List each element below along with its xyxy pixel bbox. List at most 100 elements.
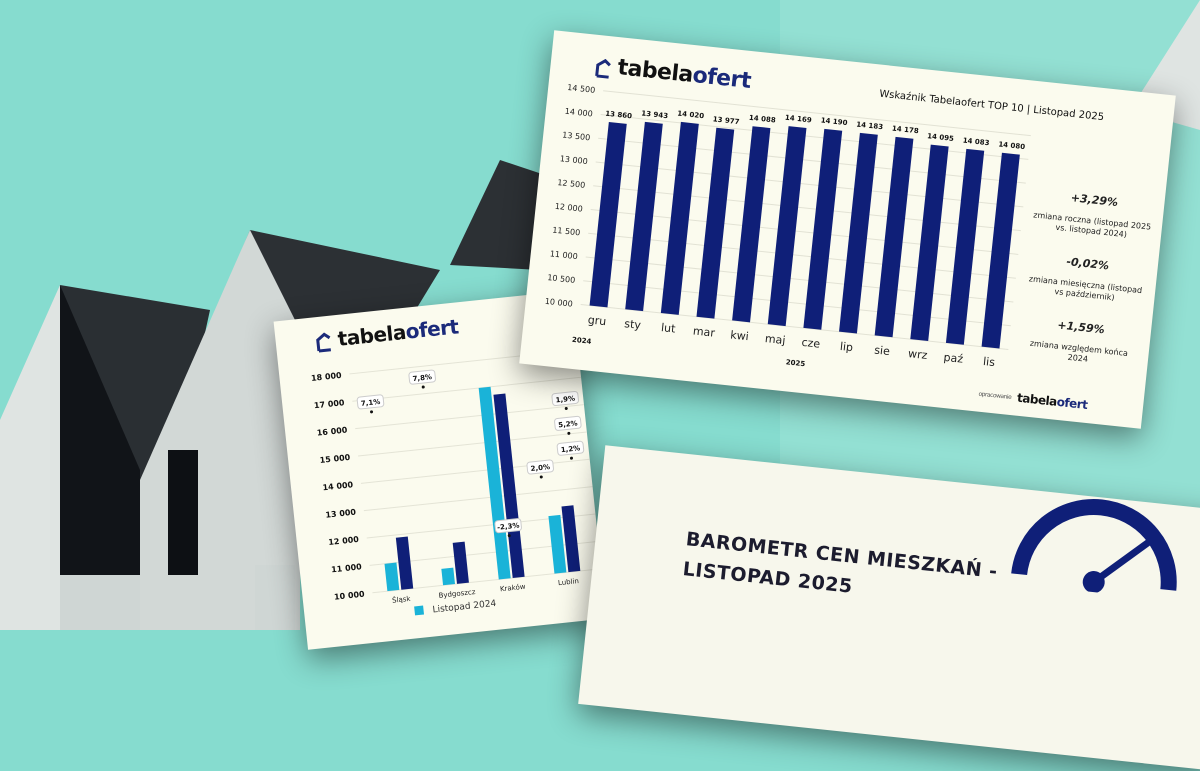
change-label: 1,9% bbox=[555, 395, 575, 405]
gridline bbox=[600, 113, 1029, 160]
bar bbox=[874, 136, 914, 338]
change-label: 2,0% bbox=[530, 463, 550, 473]
data-label: 14 083 bbox=[962, 137, 990, 148]
data-label: 14 080 bbox=[998, 140, 1026, 151]
data-label: 13 860 bbox=[605, 110, 633, 121]
tabelaofert-logo: tabelaofert bbox=[594, 53, 752, 94]
data-label: 14 178 bbox=[892, 125, 920, 136]
bar-series-2 bbox=[493, 393, 525, 578]
change-label-box bbox=[551, 390, 579, 407]
x-tick-label: Kraków bbox=[500, 583, 527, 594]
change-marker bbox=[507, 534, 511, 538]
change-label-box bbox=[526, 459, 554, 475]
stat-value: -0,02% bbox=[1065, 255, 1110, 273]
barometer-title: BAROMETR CEN MIESZKAŃ - LISTOPAD 2025 bbox=[681, 524, 999, 616]
y-tick-label: 12 000 bbox=[328, 535, 360, 547]
data-label: 14 088 bbox=[749, 114, 777, 125]
data-label: 14 020 bbox=[677, 110, 705, 121]
y-tick-label: 13 000 bbox=[559, 154, 588, 166]
x-tick-label: gru bbox=[587, 313, 607, 328]
gridline bbox=[590, 208, 1019, 255]
logo-text-accent: ofert bbox=[1056, 394, 1089, 412]
stat-monthly: -0,02% zmiana miesięczna (listopad vs paź… bbox=[1024, 251, 1148, 306]
x-tick-label: Śląsk bbox=[392, 594, 412, 605]
bar bbox=[945, 148, 985, 345]
y-tick-label: 17 000 bbox=[314, 398, 346, 410]
index-chart-card: tabelaofert Wskaźnik Tabelaofert TOP 10 … bbox=[519, 30, 1176, 429]
change-label: 7,1% bbox=[361, 398, 381, 408]
change-marker bbox=[421, 385, 425, 389]
change-label: -2,3% bbox=[497, 522, 520, 532]
gridline bbox=[360, 458, 590, 484]
gridline bbox=[595, 161, 1024, 208]
gridline bbox=[580, 304, 1009, 350]
bar bbox=[981, 152, 1020, 349]
x-tick-label: lip bbox=[839, 340, 853, 354]
bar bbox=[910, 144, 949, 342]
change-marker bbox=[569, 456, 573, 460]
change-label: 7,8% bbox=[412, 373, 432, 383]
y-tick-label: 10 500 bbox=[547, 273, 576, 285]
x-tick-label: sty bbox=[624, 317, 642, 332]
x-tick-label: lut bbox=[660, 321, 676, 335]
city-price-chart-card: tabelaofert 10 000 11 000 12 000 13 000 14 0… bbox=[273, 290, 607, 650]
bar-series-2 bbox=[395, 536, 414, 590]
gridline bbox=[363, 486, 593, 512]
bar bbox=[589, 122, 627, 308]
x-tick-label: wrz bbox=[907, 347, 928, 362]
y-tick-label: 10 000 bbox=[334, 590, 366, 602]
bar bbox=[767, 126, 807, 327]
stat-ytd: +1,59% zmiana względem końca 2024 bbox=[1018, 315, 1142, 370]
y-tick-label: 12 000 bbox=[554, 202, 583, 214]
data-label: 14 169 bbox=[785, 114, 813, 125]
change-label-box bbox=[494, 518, 522, 534]
y-tick-label: 13 500 bbox=[562, 130, 591, 142]
bar bbox=[839, 132, 878, 334]
bar-series-2 bbox=[452, 541, 469, 584]
footer-logo: opracowanie tabelaofert bbox=[978, 387, 1088, 412]
change-marker bbox=[564, 406, 568, 410]
bar bbox=[732, 126, 771, 323]
gridline bbox=[603, 90, 1031, 137]
bar-listopad-2024 bbox=[548, 514, 567, 574]
bar bbox=[625, 121, 663, 312]
tabelaofert-logo: tabelaofert bbox=[315, 314, 460, 353]
bar-listopad-2024 bbox=[441, 567, 456, 586]
stat-yearly: +3,29% zmiana roczna (listopad 2025 vs. l… bbox=[1031, 187, 1155, 242]
data-label: 14 095 bbox=[927, 132, 955, 143]
x-tick-label: kwi bbox=[730, 328, 750, 343]
bar-series-2 bbox=[561, 505, 581, 573]
barometer-title-card: BAROMETR CEN MIESZKAŃ - LISTOPAD 2025 bbox=[578, 445, 1200, 771]
y-tick-label: 16 000 bbox=[316, 425, 348, 437]
logo-text: tabela bbox=[1016, 390, 1058, 409]
stat-label: zmiana roczna (listopad 2025 vs. listopa… bbox=[1032, 210, 1152, 240]
city-bar-chart: 10 000 11 000 12 000 13 000 14 000 15 000 16 0… bbox=[311, 349, 602, 616]
x-tick-label: Lublin bbox=[558, 577, 580, 587]
data-label: 13 943 bbox=[641, 109, 669, 120]
x-tick-label: paź bbox=[943, 351, 964, 366]
gridline bbox=[585, 256, 1014, 303]
change-marker bbox=[539, 475, 543, 479]
x-tick-label: maj bbox=[764, 332, 786, 347]
y-tick-label: 11 000 bbox=[331, 562, 363, 574]
stat-value: +3,29% bbox=[1070, 191, 1119, 210]
change-label-box bbox=[408, 369, 436, 385]
data-label: 13 977 bbox=[712, 115, 740, 126]
y-tick-label: 14 000 bbox=[322, 480, 354, 492]
gridline bbox=[598, 137, 1026, 184]
bar-listopad-2024 bbox=[384, 562, 400, 592]
x-tick-label: lis bbox=[982, 355, 995, 369]
speedometer-icon bbox=[1011, 499, 1177, 594]
change-marker bbox=[370, 410, 374, 414]
legend-label: Listopad 2024 bbox=[432, 599, 497, 616]
house-icon bbox=[316, 332, 331, 353]
y-tick-label: 11 500 bbox=[552, 226, 581, 238]
stat-label: zmiana miesięczna (listopad vs październ… bbox=[1028, 274, 1143, 303]
index-bar-chart: 10 000 10 500 11 000 11 500 12 000 12 500 13 0… bbox=[544, 83, 1031, 369]
bar bbox=[660, 121, 699, 315]
footer-prefix: opracowanie bbox=[978, 390, 1012, 401]
x-tick-label: mar bbox=[692, 324, 716, 339]
x-tick-label: cze bbox=[801, 336, 821, 351]
stat-value: +1,59% bbox=[1056, 318, 1106, 337]
gridline bbox=[593, 185, 1021, 232]
